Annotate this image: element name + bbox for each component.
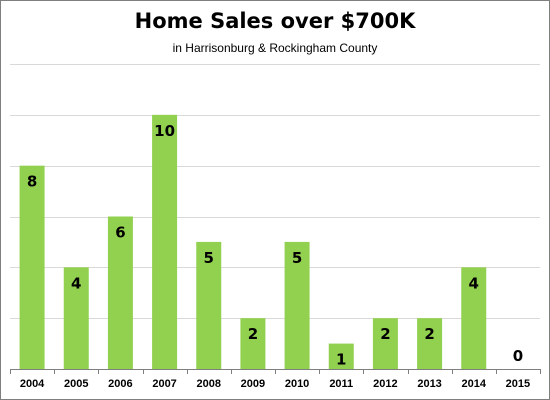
data-labels: 8 4 6 10 5 2 5 1 2 2 4 0 — [27, 122, 523, 369]
data-label-2005: 4 — [71, 274, 81, 292]
x-tick-label-2009: 2009 — [241, 378, 265, 390]
bar-2011 — [328, 343, 354, 369]
bar-2009 — [240, 318, 266, 369]
bar-2005 — [63, 267, 89, 369]
chart-title: Home Sales over $700K — [134, 9, 416, 33]
data-label-2015: 0 — [513, 347, 523, 365]
gridlines — [10, 64, 540, 319]
x-axis: 2004 2005 2006 2007 2008 2009 2010 2011 2012 2013… — [10, 369, 541, 390]
data-label-2011: 1 — [336, 351, 346, 369]
data-label-2007: 10 — [154, 122, 175, 140]
bar-2012 — [372, 318, 398, 369]
bars — [19, 114, 487, 369]
bar-2006 — [107, 216, 133, 369]
x-tick-label-2007: 2007 — [152, 378, 176, 390]
x-tick-label-2004: 2004 — [20, 378, 45, 390]
bar-2007 — [152, 114, 178, 369]
data-label-2004: 8 — [27, 173, 37, 191]
bar-2013 — [417, 318, 443, 369]
x-tick-label-2010: 2010 — [285, 378, 309, 390]
x-tick-label-2006: 2006 — [108, 378, 132, 390]
x-tick-label-2011: 2011 — [329, 378, 353, 390]
x-tick-label-2005: 2005 — [64, 378, 88, 390]
x-tick-label-2015: 2015 — [506, 378, 530, 390]
bar-2004 — [19, 165, 45, 369]
x-tick-label-2013: 2013 — [417, 378, 441, 390]
data-label-2009: 2 — [248, 325, 258, 343]
bar-2014 — [461, 267, 487, 369]
chart-subtitle: in Harrisonburg & Rockingham County — [172, 41, 378, 55]
data-label-2010: 5 — [292, 249, 302, 267]
data-label-2008: 5 — [204, 249, 214, 267]
data-label-2013: 2 — [424, 325, 434, 343]
bar-2010 — [284, 241, 310, 369]
x-tick-label-2014: 2014 — [462, 378, 487, 390]
x-tick-label-2012: 2012 — [373, 378, 397, 390]
data-label-2006: 6 — [115, 224, 125, 242]
x-tick-label-2008: 2008 — [197, 378, 221, 390]
data-label-2012: 2 — [380, 325, 390, 343]
data-label-2014: 4 — [469, 274, 479, 292]
bar-2008 — [196, 241, 222, 369]
